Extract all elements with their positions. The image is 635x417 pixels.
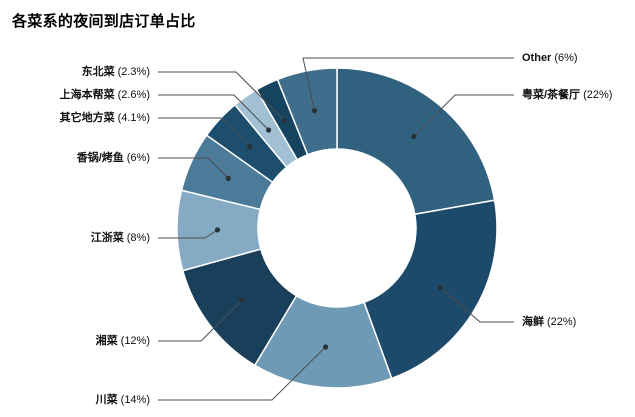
slice-label: 海鲜 (22%): [522, 314, 576, 330]
slice-name: 粤菜/茶餐厅: [522, 89, 581, 101]
slice-label: 其它地方菜 (4.1%): [60, 110, 150, 126]
leader-line: [158, 346, 326, 401]
leader-dot: [311, 108, 317, 114]
slice-name: Other: [522, 52, 552, 64]
slice-percent: (2.6%): [117, 89, 150, 101]
donut-slice: [276, 67, 338, 156]
leader-line: [302, 57, 514, 111]
slice-name: 湘菜: [95, 335, 118, 347]
slice-label: 湘菜 (12%): [96, 333, 150, 349]
slice-label: 川菜 (14%): [96, 392, 150, 408]
leader-line: [158, 157, 229, 179]
slice-name: 川菜: [95, 394, 118, 406]
leader-dot: [437, 285, 444, 291]
slice-name: 东北菜: [81, 66, 115, 78]
slice-name: 香锅/烤鱼: [76, 152, 124, 164]
slice-percent: (6%): [554, 52, 578, 64]
slice-percent: (14%): [120, 394, 150, 406]
slice-label: 粤菜/茶餐厅 (22%): [522, 87, 612, 103]
slice-label: 上海本帮菜 (2.6%): [60, 87, 150, 103]
leader-line: [158, 94, 269, 131]
slice-label: 香锅/烤鱼 (6%): [77, 150, 150, 166]
slice-percent: (12%): [120, 335, 150, 347]
leader-line: [440, 287, 514, 323]
leader-dot: [239, 297, 245, 303]
leader-line: [158, 300, 243, 342]
leader-dot: [246, 144, 253, 150]
chart-title: 各菜系的夜间到店订单占比: [12, 13, 196, 30]
slice-percent: (8%): [126, 232, 150, 244]
donut-slice: [336, 67, 496, 216]
leader-line: [158, 71, 285, 121]
leader-dot: [214, 227, 221, 233]
slice-percent: (2.3%): [117, 66, 150, 78]
slice-label: Other (6%): [522, 50, 578, 66]
slice-label: 东北菜 (2.3%): [82, 64, 150, 80]
leader-dot: [323, 344, 329, 350]
leader-line: [413, 94, 514, 137]
slice-name: 江浙菜: [90, 232, 124, 244]
slice-percent: (22%): [583, 89, 613, 101]
leader-dot: [225, 175, 231, 181]
leader-line: [158, 229, 218, 239]
slice-name: 其它地方菜: [59, 112, 115, 124]
slice-label: 江浙菜 (8%): [91, 230, 150, 246]
slice-percent: (4.1%): [117, 112, 150, 124]
slice-percent: (6%): [126, 152, 150, 164]
donut-slice: [363, 199, 498, 380]
leader-dot: [282, 118, 288, 124]
slice-percent: (22%): [547, 316, 577, 328]
leader-dot: [411, 133, 417, 140]
leader-line: [158, 117, 250, 147]
leader-dot: [266, 127, 272, 133]
slice-name: 上海本帮菜: [59, 89, 115, 101]
slice-name: 海鲜: [522, 316, 544, 328]
